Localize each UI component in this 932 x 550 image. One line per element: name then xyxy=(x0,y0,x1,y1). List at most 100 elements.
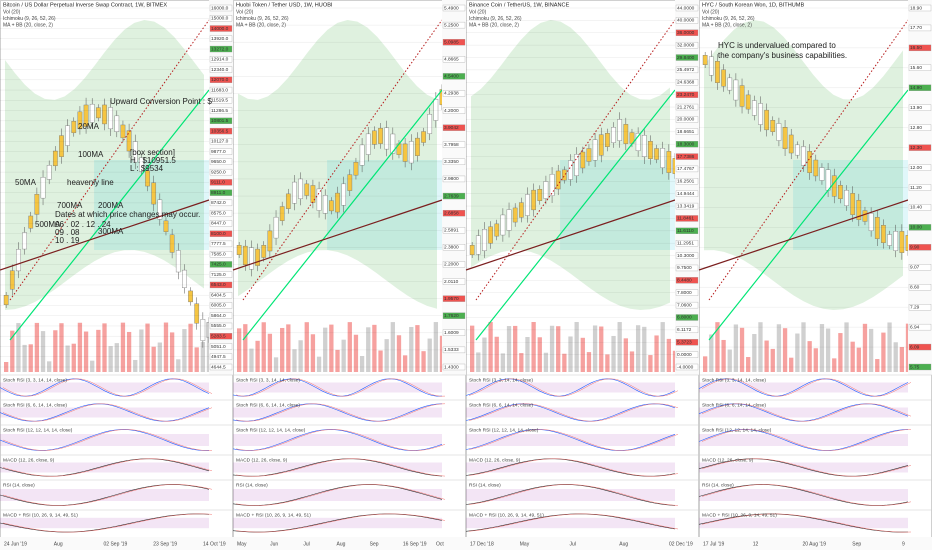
pane-band xyxy=(466,434,675,446)
indicator-line xyxy=(235,513,446,533)
price-tag xyxy=(675,289,699,296)
candle-body xyxy=(745,94,751,110)
price-tag xyxy=(675,79,699,86)
price-tag xyxy=(675,116,699,123)
price-tag xyxy=(908,184,932,191)
volume-bar xyxy=(341,339,346,372)
candle-body xyxy=(163,220,169,232)
indicator-line xyxy=(465,429,676,451)
chart-panel: 44.0000 40.0000 36.0000 32.0000 29.8400 25.49… xyxy=(465,0,699,550)
price-tag xyxy=(209,66,233,73)
price-label: 2.0110 xyxy=(444,279,459,285)
volume-bar xyxy=(832,358,837,372)
price-label: 8911.0 xyxy=(211,190,226,196)
price-tag xyxy=(209,312,233,319)
volume-bar xyxy=(531,322,536,372)
candle-body xyxy=(59,135,64,157)
volume-bar xyxy=(139,329,144,372)
volume-bar xyxy=(200,341,206,372)
price-label: 14.9444 xyxy=(677,191,695,197)
volume-bar xyxy=(764,340,769,372)
volume-bar xyxy=(261,322,266,372)
candle-body xyxy=(586,148,592,162)
price-tag xyxy=(908,343,932,351)
volume-bar xyxy=(292,349,297,372)
volume-bar xyxy=(813,348,818,372)
volume-bar xyxy=(850,341,855,372)
price-label: 10.3000 xyxy=(677,253,695,259)
candle-body xyxy=(71,121,77,134)
price-tag xyxy=(442,39,466,46)
pane-band xyxy=(699,434,908,446)
indicator-line xyxy=(468,429,679,451)
candle-body xyxy=(531,189,536,211)
price-label: 9.7500 xyxy=(677,265,692,271)
candle-body xyxy=(881,225,886,243)
indicator-label: MACD (12, 26, close, 9) xyxy=(236,457,288,463)
pane-band xyxy=(233,517,442,529)
pane-band xyxy=(466,517,675,529)
volume-bar xyxy=(90,360,95,372)
annotation: 500MA xyxy=(35,220,61,229)
price-label: 8742.0 xyxy=(211,200,226,206)
price-tag xyxy=(675,190,699,197)
volume-bar xyxy=(899,347,905,372)
price-label: 11519.5 xyxy=(211,98,228,104)
price-tag xyxy=(675,141,699,148)
price-label: 11.8461 xyxy=(677,216,694,222)
price-tag xyxy=(908,44,932,52)
candle-body xyxy=(390,133,396,154)
candle-body xyxy=(580,151,586,169)
price-label: 21.2761 xyxy=(677,104,695,110)
candle-body xyxy=(813,159,819,177)
indicator-line xyxy=(235,458,446,477)
price-tag xyxy=(209,292,233,299)
volume-bar xyxy=(249,348,254,372)
price-tag xyxy=(908,244,932,251)
volume-bar xyxy=(494,336,499,372)
candle-body xyxy=(3,295,9,306)
volume-bar xyxy=(482,337,487,372)
annotation: [box section] xyxy=(130,148,175,157)
volume-bar xyxy=(709,334,714,372)
volume-bar xyxy=(513,325,518,372)
price-tag xyxy=(209,271,233,278)
candle-body xyxy=(525,194,530,216)
price-label: 6404.5 xyxy=(211,292,226,298)
price-label: 4947.5 xyxy=(211,354,226,360)
chart-panel: 16000.0 15000.0 14000.0 13920.0 13272.0 12914… xyxy=(0,0,233,550)
indicator-line xyxy=(2,484,213,506)
price-label: 9.07 xyxy=(910,265,920,271)
time-label: May xyxy=(520,541,530,547)
price-tag xyxy=(209,97,233,104)
indicator-label: RSI (14, close) xyxy=(702,482,734,488)
price-label: 12.00 xyxy=(910,165,922,171)
price-label: 7585.0 xyxy=(211,251,226,257)
pane-band xyxy=(233,382,442,393)
volume-bar xyxy=(758,322,763,372)
price-label: 16000.0 xyxy=(211,5,229,11)
study-label: Ichimoku (9, 26, 52, 26) xyxy=(236,16,289,22)
time-label: 23 Sep '19 xyxy=(153,541,177,547)
time-axis xyxy=(233,537,466,550)
annotation: 06 . 02 . 12 . 24 xyxy=(55,220,111,229)
candle-body xyxy=(838,185,843,199)
volume-bar xyxy=(83,331,89,372)
volume-bar xyxy=(310,334,316,372)
volume-bar xyxy=(347,322,352,372)
price-tag xyxy=(209,240,233,248)
annotation: heavenly line xyxy=(67,178,114,187)
volume-bar xyxy=(893,342,898,372)
candle-body xyxy=(850,193,856,215)
volume-bar xyxy=(353,334,359,372)
price-tag xyxy=(675,103,699,111)
candle-body xyxy=(592,139,598,161)
indicator-line xyxy=(701,378,912,397)
volume-bar xyxy=(844,322,849,372)
price-tag xyxy=(209,86,233,94)
price-label: 4.2000 xyxy=(444,108,459,114)
price-label: 40.0000 xyxy=(677,18,695,24)
candle-body xyxy=(831,175,837,197)
price-label: 6005.0 xyxy=(211,303,226,309)
price-tag xyxy=(675,202,699,210)
